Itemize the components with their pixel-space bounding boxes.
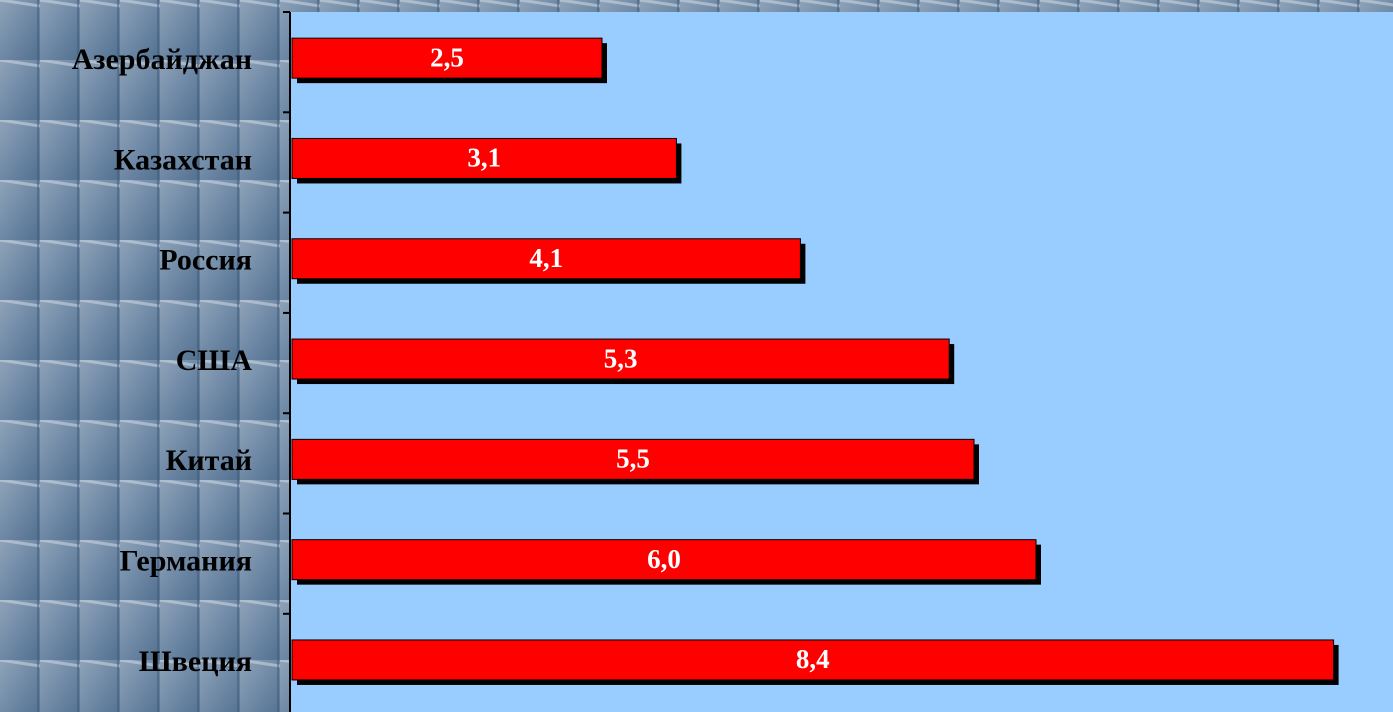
- bar: [291, 338, 950, 380]
- y-tick-label: США: [176, 344, 253, 377]
- value-label: 3,1: [467, 143, 501, 173]
- y-tick-label: Германия: [120, 545, 252, 578]
- value-label: 2,5: [430, 42, 464, 72]
- bar: [291, 438, 975, 480]
- bar: [291, 639, 1335, 681]
- value-label: 8,4: [796, 644, 830, 674]
- bar: [291, 137, 677, 179]
- bar: [291, 539, 1037, 581]
- y-tick-label: Казахстан: [114, 143, 252, 176]
- value-label: 6,0: [647, 544, 681, 574]
- y-tick-label: Россия: [159, 244, 252, 277]
- bar: [291, 238, 801, 280]
- y-tick-label: Китай: [166, 444, 252, 477]
- value-label: 4,1: [529, 243, 563, 273]
- y-tick-label: Швеция: [139, 645, 252, 678]
- bar: [291, 37, 603, 79]
- y-tick-label: Азербайджан: [72, 43, 252, 76]
- value-label: 5,5: [616, 444, 650, 474]
- value-label: 5,3: [604, 343, 638, 373]
